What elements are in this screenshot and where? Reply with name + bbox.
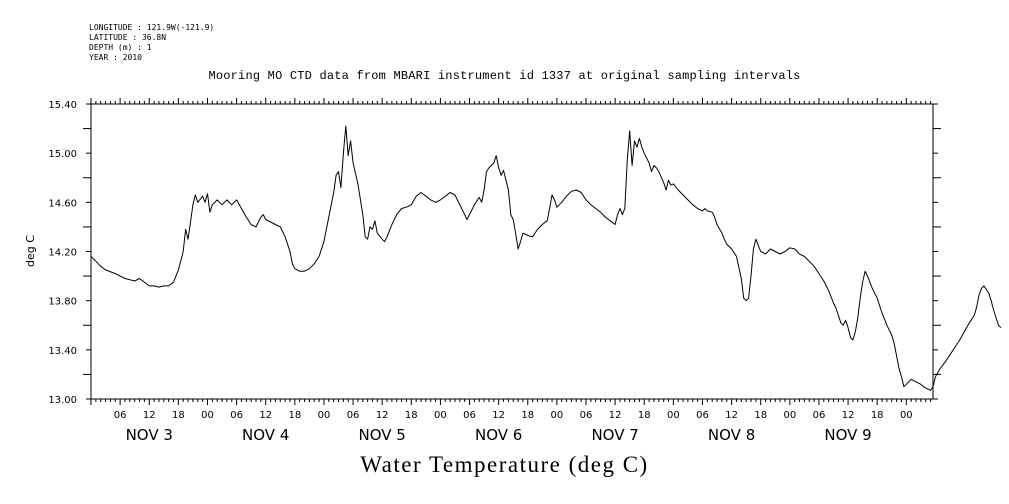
x-hour-tick-label: 00 bbox=[783, 410, 796, 421]
x-day-label: NOV 3 bbox=[126, 426, 173, 444]
x-day-label: NOV 4 bbox=[242, 426, 289, 444]
x-hour-tick-label: 00 bbox=[201, 410, 214, 421]
x-hour-tick-label: 06 bbox=[696, 410, 709, 421]
y-tick-label: 13.80 bbox=[48, 297, 77, 308]
x-hour-tick-label: 18 bbox=[871, 410, 884, 421]
chart-title: Mooring MO CTD data from MBARI instrumen… bbox=[208, 69, 801, 83]
x-hour-tick-label: 12 bbox=[143, 410, 156, 421]
meta-longitude: LONGITUDE : 121.9W(-121.9) bbox=[89, 23, 215, 32]
meta-year: YEAR : 2010 bbox=[89, 53, 142, 62]
x-hour-tick-label: 18 bbox=[288, 410, 301, 421]
x-hour-tick-label: 06 bbox=[580, 410, 593, 421]
header-metadata: LONGITUDE : 121.9W(-121.9) LATITUDE : 36.… bbox=[89, 23, 214, 63]
x-hour-tick-label: 12 bbox=[725, 410, 738, 421]
y-axis: 13.00 13.40 13.80 14.20 14.60 15.00 15.40 bbox=[48, 100, 941, 406]
x-hour-tick-label: 18 bbox=[172, 410, 185, 421]
x-hour-tick-label: 00 bbox=[318, 410, 331, 421]
x-day-label: NOV 5 bbox=[359, 426, 406, 444]
x-hour-tick-label: 12 bbox=[259, 410, 272, 421]
series-line-water-temperature bbox=[90, 125, 1002, 391]
x-hour-tick-label: 06 bbox=[114, 410, 127, 421]
x-hour-tick-label: 00 bbox=[667, 410, 680, 421]
x-hour-tick-label: 06 bbox=[813, 410, 826, 421]
x-hour-tick-label: 18 bbox=[754, 410, 767, 421]
y-axis-label: deg C bbox=[24, 235, 37, 267]
x-hour-tick-label: 00 bbox=[551, 410, 564, 421]
x-day-label: NOV 6 bbox=[475, 426, 522, 444]
y-tick-label: 13.00 bbox=[48, 395, 77, 406]
tick-layer bbox=[90, 98, 932, 405]
x-day-label: NOV 9 bbox=[824, 426, 871, 444]
x-hour-tick-label: 06 bbox=[347, 410, 360, 421]
x-hour-tick-label: 12 bbox=[842, 410, 855, 421]
x-axis: 06 12 18 00 06 12 18 00 06 12 18 00 06 12 18 00 06 12 18 00… bbox=[114, 410, 913, 444]
x-hour-tick-label: 00 bbox=[434, 410, 447, 421]
x-hour-tick-label: 18 bbox=[638, 410, 651, 421]
x-hour-tick-label: 18 bbox=[521, 410, 534, 421]
y-tick-label: 14.20 bbox=[48, 248, 77, 259]
x-axis-title: Water Temperature (deg C) bbox=[360, 452, 649, 477]
y-tick-label: 13.40 bbox=[48, 346, 77, 357]
meta-latitude: LATITUDE : 36.8N bbox=[89, 33, 167, 42]
x-hour-tick-label: 12 bbox=[376, 410, 389, 421]
x-hour-tick-label: 12 bbox=[492, 410, 505, 421]
x-hour-tick-label: 12 bbox=[609, 410, 622, 421]
x-day-label: NOV 7 bbox=[591, 426, 638, 444]
x-hour-tick-label: 06 bbox=[230, 410, 243, 421]
y-tick-label: 15.40 bbox=[48, 100, 77, 111]
x-hour-tick-label: 00 bbox=[900, 410, 913, 421]
y-tick-label: 14.60 bbox=[48, 198, 77, 209]
meta-depth: DEPTH (m) : 1 bbox=[89, 43, 152, 52]
plot-frame bbox=[90, 103, 934, 400]
x-hour-tick-label: 06 bbox=[463, 410, 476, 421]
x-day-label: NOV 8 bbox=[708, 426, 755, 444]
y-tick-label: 15.00 bbox=[48, 149, 77, 160]
x-hour-tick-label: 18 bbox=[405, 410, 418, 421]
